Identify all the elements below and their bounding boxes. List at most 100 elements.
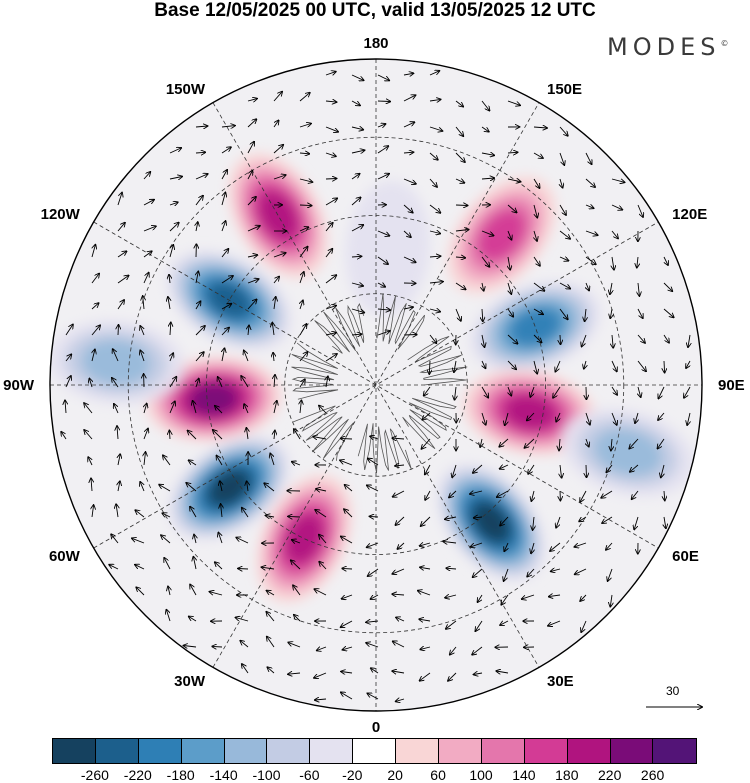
wind-vector: [455, 205, 468, 206]
wind-vector: [221, 249, 228, 258]
wind-vector: [212, 646, 223, 647]
wind-vector: [478, 594, 483, 602]
wind-vector: [65, 354, 71, 362]
wind-vector: [429, 152, 438, 160]
wind-vector: [377, 74, 389, 80]
wind-vector: [585, 152, 592, 164]
wind-vector: [585, 178, 595, 187]
wind-vector: [221, 170, 227, 180]
wind-vector: [169, 177, 182, 180]
wind-vector: [429, 178, 437, 187]
colorbar-swatch: [567, 739, 611, 763]
wind-vector: [241, 376, 249, 388]
wind-vector: [663, 334, 669, 343]
wind-vector: [403, 307, 413, 309]
coastline: [292, 405, 354, 461]
wind-vector: [240, 641, 249, 648]
wind-vector: [429, 126, 442, 131]
wind-vector: [500, 620, 509, 625]
wind-vector: [144, 452, 146, 466]
wind-vector: [299, 324, 307, 336]
colorbar-tick-label: -100: [252, 767, 281, 783]
wind-vector: [370, 436, 379, 439]
wind-vector: [325, 179, 337, 180]
longitude-label: 150W: [165, 80, 205, 98]
wind-vector: [193, 401, 197, 414]
wind-vector: [299, 124, 311, 128]
wind-vector: [299, 227, 308, 231]
colorbar-swatch: [481, 739, 525, 763]
wind-vector: [267, 667, 275, 674]
wind-vector: [196, 272, 198, 284]
colorbar-swatch: [396, 739, 440, 763]
wind-vector: [611, 438, 612, 451]
wind-vector: [325, 333, 336, 335]
wind-vector: [429, 231, 440, 234]
wind-vector: [611, 204, 622, 210]
wind-vector: [291, 560, 301, 570]
colorbar-swatch: [439, 739, 482, 763]
wind-vector: [370, 516, 379, 517]
wind-vector: [637, 256, 638, 268]
wind-vector: [559, 152, 564, 165]
wind-vector: [481, 256, 489, 267]
wind-vector: [236, 618, 249, 622]
wind-vector: [213, 430, 223, 440]
wind-vector: [247, 299, 257, 310]
wind-vector: [288, 673, 301, 674]
wind-vector: [342, 568, 353, 569]
wind-vector: [482, 308, 483, 321]
wind-vector: [190, 507, 197, 518]
wind-vector: [246, 428, 248, 440]
wind-vector: [455, 257, 465, 258]
wind-vector: [247, 255, 257, 257]
wind-vector: [325, 249, 332, 258]
wind-vector: [351, 334, 361, 335]
wind-vector: [170, 323, 171, 336]
wind-vector: [341, 672, 353, 674]
wind-vector: [351, 197, 361, 206]
wind-vector: [534, 360, 537, 374]
wind-vector: [221, 504, 222, 518]
wind-vector: [445, 595, 457, 598]
wind-vector: [508, 230, 512, 240]
wind-vector: [377, 146, 388, 154]
wind-vector: [325, 306, 336, 309]
wind-vector: [606, 464, 613, 472]
wind-vector: [664, 490, 665, 500]
wind-vector: [117, 223, 125, 232]
wind-vector: [274, 375, 275, 388]
wind-vector: [195, 152, 205, 153]
wind-vector: [507, 360, 516, 369]
wind-vector: [161, 535, 171, 544]
wind-vector: [425, 490, 431, 500]
wind-vector: [443, 541, 457, 543]
wind-vector: [112, 378, 119, 388]
vector-scale-label: 30: [666, 684, 680, 698]
wind-vector: [531, 490, 534, 501]
wind-vector: [84, 430, 93, 440]
wind-vector: [300, 400, 301, 414]
wind-vector: [422, 438, 431, 449]
wind-vector: [429, 256, 441, 257]
wind-vector: [684, 386, 691, 398]
wind-vector: [419, 619, 431, 621]
wind-vector: [118, 325, 119, 336]
wind-vector: [299, 247, 308, 258]
wind-vector: [168, 587, 170, 596]
wind-vector: [215, 406, 223, 414]
colorbar-tick-label: 140: [512, 767, 536, 783]
wind-vector: [220, 481, 222, 492]
wind-vector: [270, 454, 275, 466]
wind-vector: [551, 569, 561, 571]
wind-vector: [473, 568, 483, 577]
colorbar-tick-label: 60: [430, 767, 446, 783]
wind-vector: [585, 205, 594, 208]
wind-vector: [190, 585, 197, 596]
wind-vector: [366, 643, 379, 648]
wind-vector: [474, 517, 483, 518]
wind-vector: [247, 99, 257, 101]
wind-vector: [188, 431, 197, 440]
wind-vector: [195, 126, 208, 127]
anomaly-center: [561, 408, 695, 497]
